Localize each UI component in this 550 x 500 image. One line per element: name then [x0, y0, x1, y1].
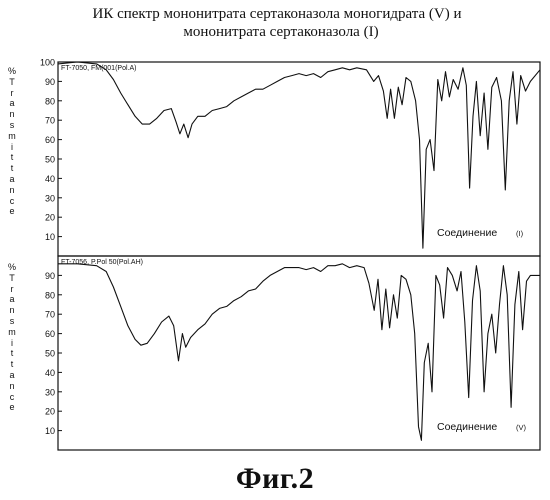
panel-1-ytick-label-20: 20 — [45, 407, 55, 417]
panel-1-ytick-label-80: 80 — [45, 290, 55, 300]
panel-0-ytick-label-30: 30 — [45, 193, 55, 203]
panel-0-ytick-label-40: 40 — [45, 174, 55, 184]
panel-1-ytick-label-40: 40 — [45, 368, 55, 378]
panel-0-ytick-label-50: 50 — [45, 155, 55, 165]
panel-0-header: FT-7050, FM(001(Pol.A) — [61, 65, 136, 72]
panel-1-ytick-label-60: 60 — [45, 329, 55, 339]
panel-1-annotation-compound: (V) — [516, 423, 527, 432]
panel-0-ytick-label-60: 60 — [45, 135, 55, 145]
panel-0-spectrum-line — [58, 62, 540, 248]
panel-1-ytick-label-10: 10 — [45, 426, 55, 436]
panel-0-ytick-label-20: 20 — [45, 213, 55, 223]
panel-0-annotation: Соединение — [437, 227, 497, 239]
panel-0-ytick-label-100: 100 — [40, 58, 55, 68]
panel-1-spectrum-line — [58, 264, 540, 441]
panel-1-header: FT-7056, P.Pol 50(Pol.AH) — [61, 259, 143, 266]
panel-0-ytick-label-80: 80 — [45, 96, 55, 106]
spectra-chart: 10 20 30 40 50 60 70 80 90 100 FT-7050, FM(001(Pol… — [0, 0, 550, 460]
panel-1-annotation: Соединение — [437, 421, 497, 433]
panel-0-ytick-label-70: 70 — [45, 116, 55, 126]
panel-0-ytick-label-90: 90 — [45, 77, 55, 87]
figure-label: Фиг.2 — [0, 462, 550, 496]
panel-0-annotation-compound: (I) — [516, 229, 524, 238]
panel-0-ytick-label-10: 10 — [45, 232, 55, 242]
panel-1-ytick-label-30: 30 — [45, 387, 55, 397]
panel-1-ytick-label-50: 50 — [45, 349, 55, 359]
panel-1-ytick-label-90: 90 — [45, 271, 55, 281]
panel-1-ytick-label-70: 70 — [45, 310, 55, 320]
